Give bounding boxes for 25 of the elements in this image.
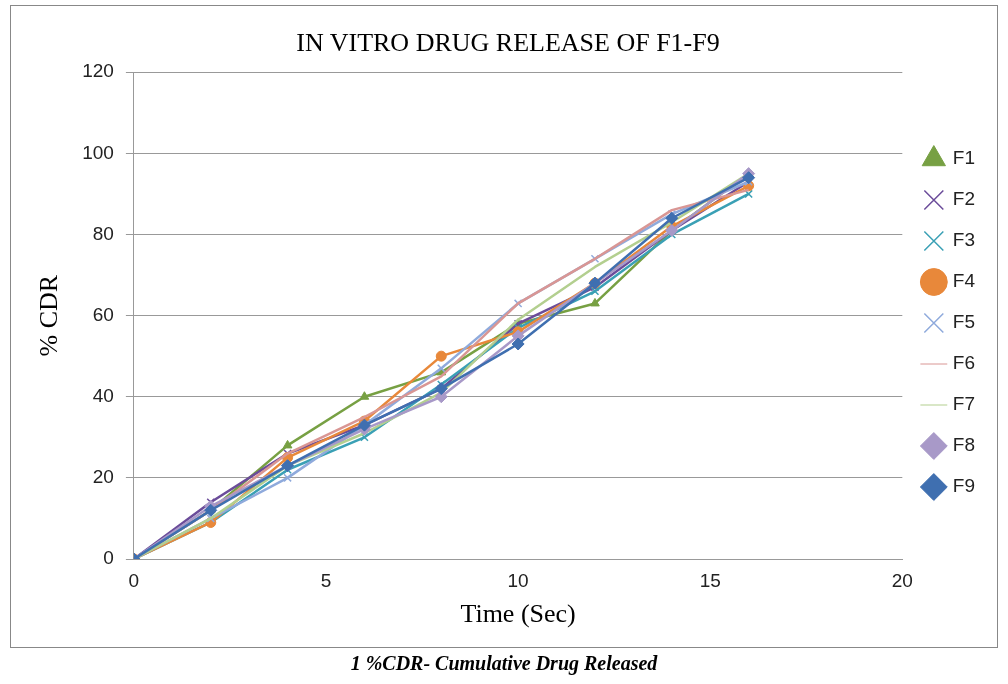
y-tick-label: 60	[92, 303, 114, 325]
y-tick-label: 80	[92, 222, 114, 244]
x-tick-label: 5	[320, 569, 332, 591]
chart-title: IN VITRO DRUG RELEASE OF F1-F9	[296, 28, 720, 58]
legend-label: F9	[952, 475, 976, 497]
y-tick-label: 0	[103, 547, 114, 569]
y-tick-label: 100	[82, 141, 114, 163]
legend-label: F7	[952, 393, 976, 415]
legend-label: F5	[952, 311, 976, 333]
text: 1 %CDR- Cumulative Drug Released	[349, 652, 659, 675]
x-tick-label: 0	[128, 569, 140, 591]
legend-label: F1	[952, 147, 976, 169]
legend-label: F2	[952, 188, 976, 210]
x-tick-label: 20	[891, 569, 913, 591]
legend-label: F4	[952, 270, 976, 292]
y-tick-label: 120	[82, 60, 114, 82]
y-tick-label: 40	[92, 384, 114, 406]
y-axis-title: % CDR	[34, 274, 64, 357]
x-axis-title: Time (Sec)	[460, 599, 576, 629]
x-tick-label: 10	[507, 569, 529, 591]
legend-label: F3	[952, 229, 976, 251]
y-tick-label: 20	[92, 466, 114, 488]
x-tick-label: 15	[699, 569, 721, 591]
legend-label: F8	[952, 434, 976, 456]
legend-label: F6	[952, 352, 976, 374]
